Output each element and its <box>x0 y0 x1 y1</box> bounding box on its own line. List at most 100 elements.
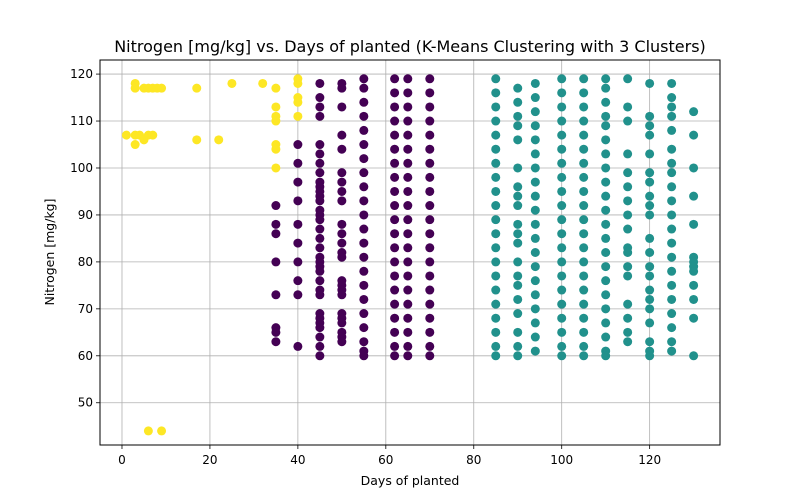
data-point <box>645 294 655 304</box>
data-point <box>337 196 347 206</box>
data-point <box>689 219 699 229</box>
data-point <box>601 332 611 342</box>
data-point <box>271 144 281 154</box>
data-point <box>579 186 589 196</box>
data-point <box>403 102 413 112</box>
x-tick-label: 60 <box>378 453 393 467</box>
data-point <box>315 93 325 103</box>
data-point <box>513 351 523 361</box>
data-point <box>645 248 655 257</box>
data-point <box>359 280 369 290</box>
data-point <box>513 97 523 107</box>
data-point <box>359 154 369 164</box>
data-point <box>359 224 369 234</box>
data-point <box>557 229 567 239</box>
data-point <box>271 290 281 300</box>
data-point <box>601 83 611 93</box>
data-point <box>623 210 633 220</box>
data-point <box>601 163 611 173</box>
data-point <box>667 182 677 192</box>
data-point <box>359 111 369 121</box>
data-point <box>227 78 237 88</box>
data-point <box>315 215 325 225</box>
data-point <box>315 323 325 333</box>
data-point <box>359 266 369 276</box>
data-point <box>645 177 655 187</box>
data-point <box>513 201 523 211</box>
data-point <box>623 102 633 112</box>
y-tick-label: 80 <box>78 255 93 269</box>
data-point <box>667 337 677 347</box>
data-point <box>425 186 435 196</box>
data-point <box>557 144 567 154</box>
data-point <box>530 107 540 117</box>
data-point <box>315 149 325 159</box>
data-point <box>579 172 589 182</box>
data-point <box>157 426 167 436</box>
data-point <box>557 285 567 295</box>
data-point <box>390 271 400 281</box>
data-point <box>601 111 611 121</box>
data-point <box>601 233 611 243</box>
data-point <box>491 351 501 361</box>
data-point <box>315 266 325 276</box>
data-point <box>315 111 325 121</box>
data-point <box>601 97 611 107</box>
data-point <box>579 116 589 126</box>
data-point <box>667 238 677 248</box>
data-point <box>667 168 677 178</box>
data-point <box>293 196 303 206</box>
data-point <box>557 299 567 309</box>
data-point <box>513 163 523 173</box>
data-point <box>293 257 303 267</box>
data-point <box>579 88 589 98</box>
y-tick-label: 120 <box>70 67 93 81</box>
data-point <box>513 257 523 267</box>
data-point <box>623 271 633 281</box>
data-point <box>689 313 699 323</box>
data-point <box>425 144 435 154</box>
data-point <box>337 318 347 328</box>
data-point <box>491 144 501 154</box>
data-point <box>667 309 677 319</box>
data-point <box>579 243 589 253</box>
data-point <box>315 290 325 300</box>
data-point <box>667 224 677 234</box>
data-point <box>425 74 435 84</box>
data-point <box>293 276 303 286</box>
data-point <box>491 341 501 351</box>
data-point <box>491 130 501 140</box>
data-point <box>337 290 347 300</box>
data-point <box>557 172 567 182</box>
data-point <box>337 177 347 187</box>
point-cluster <box>121 74 303 436</box>
data-point <box>667 323 677 333</box>
data-point <box>293 97 303 107</box>
data-point <box>557 341 567 351</box>
data-point <box>425 257 435 267</box>
data-point <box>337 83 347 93</box>
data-point <box>337 102 347 112</box>
plot-frame <box>99 59 721 446</box>
data-point <box>645 121 655 131</box>
data-point <box>337 238 347 248</box>
data-point <box>601 248 611 257</box>
data-point <box>579 74 589 84</box>
data-point <box>403 215 413 225</box>
data-point <box>425 116 435 126</box>
data-point <box>315 102 325 112</box>
data-point <box>271 163 281 173</box>
data-point <box>601 205 611 215</box>
data-point <box>491 229 501 239</box>
data-point <box>390 327 400 337</box>
data-point <box>390 285 400 295</box>
data-point <box>403 186 413 196</box>
data-point <box>530 93 540 103</box>
data-point <box>530 332 540 342</box>
data-point <box>645 262 655 272</box>
data-point <box>601 177 611 187</box>
y-axis-label: Nitrogen [mg/kg] <box>42 198 57 305</box>
data-point <box>645 318 655 328</box>
data-point <box>359 309 369 319</box>
data-point <box>293 219 303 229</box>
